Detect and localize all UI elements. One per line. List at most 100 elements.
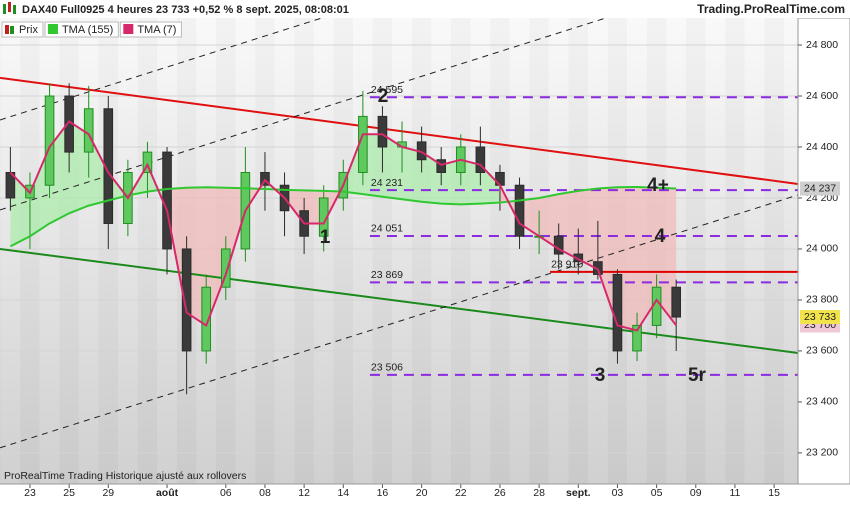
candle-body — [220, 248, 231, 288]
level-label: 24 051 — [371, 223, 403, 235]
trend-fill — [382, 134, 403, 200]
trendline — [0, 18, 608, 211]
x-tick-label: 11 — [729, 487, 740, 499]
trend-fill — [558, 190, 579, 260]
legend: Prix TMA (155) TMA (7) — [1, 21, 182, 38]
x-tick-label: 08 — [259, 487, 271, 499]
last-value-label: 23 733 — [804, 311, 836, 323]
trend-fill — [69, 121, 89, 214]
legend-swatch — [47, 24, 58, 34]
candle-body — [612, 273, 623, 352]
trend-fill — [460, 159, 481, 205]
candle-body — [475, 146, 486, 173]
y-tick-label: 23 600 — [806, 345, 838, 357]
candle-body — [181, 248, 192, 352]
x-tick-label: 20 — [416, 487, 428, 499]
candle-body — [377, 115, 388, 148]
trendline — [0, 194, 798, 449]
y-tick-label: 24 600 — [806, 90, 838, 102]
x-tick-label: 06 — [220, 487, 232, 499]
legend-swatch — [123, 24, 134, 34]
x-tick-label: août — [156, 487, 179, 499]
level-label: 24 231 — [371, 177, 403, 189]
candle-body — [44, 95, 55, 186]
trend-fill — [225, 187, 246, 275]
trend-fill — [519, 197, 540, 237]
header — [0, 0, 850, 18]
legend-entry: TMA (7) — [119, 21, 182, 38]
trend-fill — [186, 187, 207, 326]
chart-title: DAX40 Full0925 4 heures 23 733 +0,52 % 8… — [22, 4, 349, 16]
y-tick-label: 23 200 — [806, 447, 838, 459]
level-label: 23 869 — [371, 269, 403, 281]
wave-label: 4+ — [647, 175, 669, 196]
last-value-label: 24 237 — [804, 182, 836, 194]
y-tick-label: 23 400 — [806, 396, 838, 408]
x-tick-label: 26 — [494, 487, 506, 499]
x-tick-label: 25 — [63, 487, 75, 499]
x-tick-label: 14 — [337, 487, 349, 499]
legend-box — [44, 21, 119, 38]
trend-fill — [206, 187, 226, 326]
candle-body — [671, 286, 682, 318]
y-tick-label: 24 000 — [806, 243, 838, 255]
trendlines — [0, 18, 798, 449]
candle-body — [201, 286, 212, 352]
trend-fill — [637, 187, 657, 331]
candle-body — [162, 151, 172, 250]
x-tick-label: 22 — [455, 487, 467, 499]
candle-body — [632, 324, 642, 352]
trend-fill — [362, 134, 383, 197]
header-icon — [13, 5, 16, 14]
x-tick-label: sept. — [566, 487, 591, 499]
trend-fill — [441, 159, 461, 205]
x-tick-label: 15 — [768, 487, 780, 499]
footer: ProRealTime Trading Historique ajusté au… — [4, 470, 246, 482]
header-icon — [3, 4, 6, 14]
x-tick-label: 12 — [298, 487, 310, 499]
legend-box — [119, 21, 182, 38]
legend-label: Prix — [19, 24, 38, 36]
trend-fill — [88, 134, 109, 206]
x-tick-label: 09 — [690, 487, 702, 499]
wave-label: 2 — [378, 86, 389, 107]
ma-line — [9, 120, 677, 332]
ma-line — [9, 186, 677, 248]
x-tick-label: 23 — [24, 487, 36, 499]
series — [9, 120, 677, 332]
trend-fill — [578, 188, 598, 270]
level-label: 24 595 — [371, 84, 403, 96]
waves: 1 2 3 4 4+ 5r — [320, 86, 707, 386]
x-tick-label: 29 — [102, 487, 114, 499]
x-tick-label: 03 — [612, 487, 624, 499]
trendline — [0, 247, 798, 354]
legend-label: TMA (155) — [62, 24, 113, 36]
trendline — [0, 76, 798, 185]
legend-label: TMA (7) — [137, 24, 176, 36]
legend-swatch — [10, 26, 14, 34]
wave-label: 4 — [655, 226, 666, 247]
header-icon — [8, 2, 11, 12]
candle-body — [514, 184, 525, 237]
legend-entry: Prix — [1, 21, 44, 38]
y-tick-label: 24 400 — [806, 141, 838, 153]
wave-label: 5r — [688, 365, 707, 386]
trend-fill — [656, 187, 677, 326]
trend-fill — [29, 146, 50, 237]
trend-fill — [480, 164, 500, 204]
last-value-box — [800, 310, 840, 325]
x-tick-label: 16 — [377, 487, 389, 499]
trend-fill — [49, 121, 70, 224]
wave-label: 1 — [320, 227, 331, 248]
x-tick-label: 05 — [651, 487, 663, 499]
trend-fill — [597, 187, 618, 326]
level-label: 23 506 — [371, 362, 403, 374]
y-tick-label: 23 800 — [806, 294, 838, 306]
source: Trading.ProRealTime.com — [697, 2, 845, 16]
trend-fill — [284, 189, 305, 224]
last-value-box — [800, 181, 840, 196]
trend-fill — [10, 172, 30, 247]
